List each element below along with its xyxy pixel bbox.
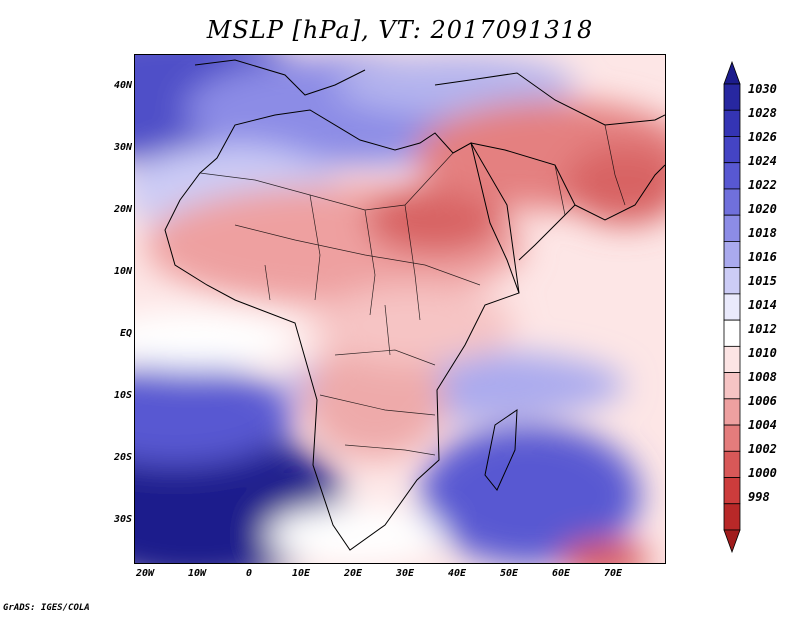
lon-label: 70E: [603, 568, 623, 579]
colorbar-swatch: [723, 267, 741, 295]
lon-label: 10W: [187, 568, 207, 579]
colorbar-label: 1002: [748, 442, 777, 456]
colorbar-swatch: [723, 136, 741, 164]
colorbar-label: 1016: [748, 250, 777, 264]
lon-label: 0: [245, 568, 253, 579]
colorbar-swatch: [723, 162, 741, 190]
colorbar-swatch: [723, 450, 741, 478]
lon-label: 60E: [551, 568, 571, 579]
colorbar-label: 1014: [748, 298, 777, 312]
colorbar-label: 1022: [748, 178, 777, 192]
lat-label: 20N: [113, 204, 132, 215]
lon-label: 20W: [135, 568, 155, 579]
coastlines: [164, 59, 665, 551]
colorbar-swatch: [723, 424, 741, 452]
colorbar-swatch: [723, 241, 741, 269]
colorbar-label: 998: [748, 490, 770, 504]
pressure-shading: [135, 55, 665, 563]
colorbar-label: 1024: [748, 154, 777, 168]
colorbar-label: 1006: [748, 394, 777, 408]
borders: [199, 124, 626, 456]
colorbar-label: 1000: [748, 466, 777, 480]
colorbar-swatch: [723, 188, 741, 216]
lon-label: 20E: [343, 568, 363, 579]
colorbar-label: 1028: [748, 106, 777, 120]
lat-label: 40N: [113, 80, 132, 91]
colorbar-swatch: [723, 477, 741, 505]
colorbar-label: 1004: [748, 418, 777, 432]
colorbar-bottom-arrow: [723, 529, 741, 554]
colorbar-swatch: [723, 293, 741, 321]
mslp-field: [135, 55, 665, 563]
footer-credit: GrADS: IGES/COLA: [3, 603, 90, 613]
colorbar: [723, 60, 741, 554]
colorbar-swatch: [723, 214, 741, 242]
lon-label: 30E: [395, 568, 415, 579]
colorbar-swatch: [723, 503, 741, 531]
lat-label: 10S: [113, 390, 132, 401]
colorbar-label: 1018: [748, 226, 777, 240]
colorbar-label: 1030: [748, 82, 777, 96]
colorbar-label: 1026: [748, 130, 777, 144]
lat-label: 30S: [113, 514, 132, 525]
colorbar-swatch: [723, 372, 741, 400]
map-title: MSLP [hPa], VT: 2017091318: [206, 16, 594, 44]
colorbar-label: 1015: [748, 274, 777, 288]
colorbar-swatch: [723, 319, 741, 347]
colorbar-label: 1008: [748, 370, 777, 384]
colorbar-swatch: [723, 109, 741, 137]
colorbar-label: 1012: [748, 322, 777, 336]
colorbar-label: 1010: [748, 346, 777, 360]
colorbar-top-arrow: [723, 60, 741, 85]
colorbar-swatch: [723, 398, 741, 426]
map-panel: [134, 54, 666, 564]
lat-label: 20S: [113, 452, 132, 463]
colorbar-swatches: [723, 60, 741, 554]
lat-label: EQ: [119, 328, 132, 339]
lon-label: 50E: [499, 568, 519, 579]
lat-label: 30N: [113, 142, 132, 153]
colorbar-swatch: [723, 345, 741, 373]
lat-label: 10N: [113, 266, 132, 277]
colorbar-swatch: [723, 83, 741, 111]
lon-label: 40E: [447, 568, 467, 579]
lon-label: 10E: [291, 568, 311, 579]
colorbar-label: 1020: [748, 202, 777, 216]
